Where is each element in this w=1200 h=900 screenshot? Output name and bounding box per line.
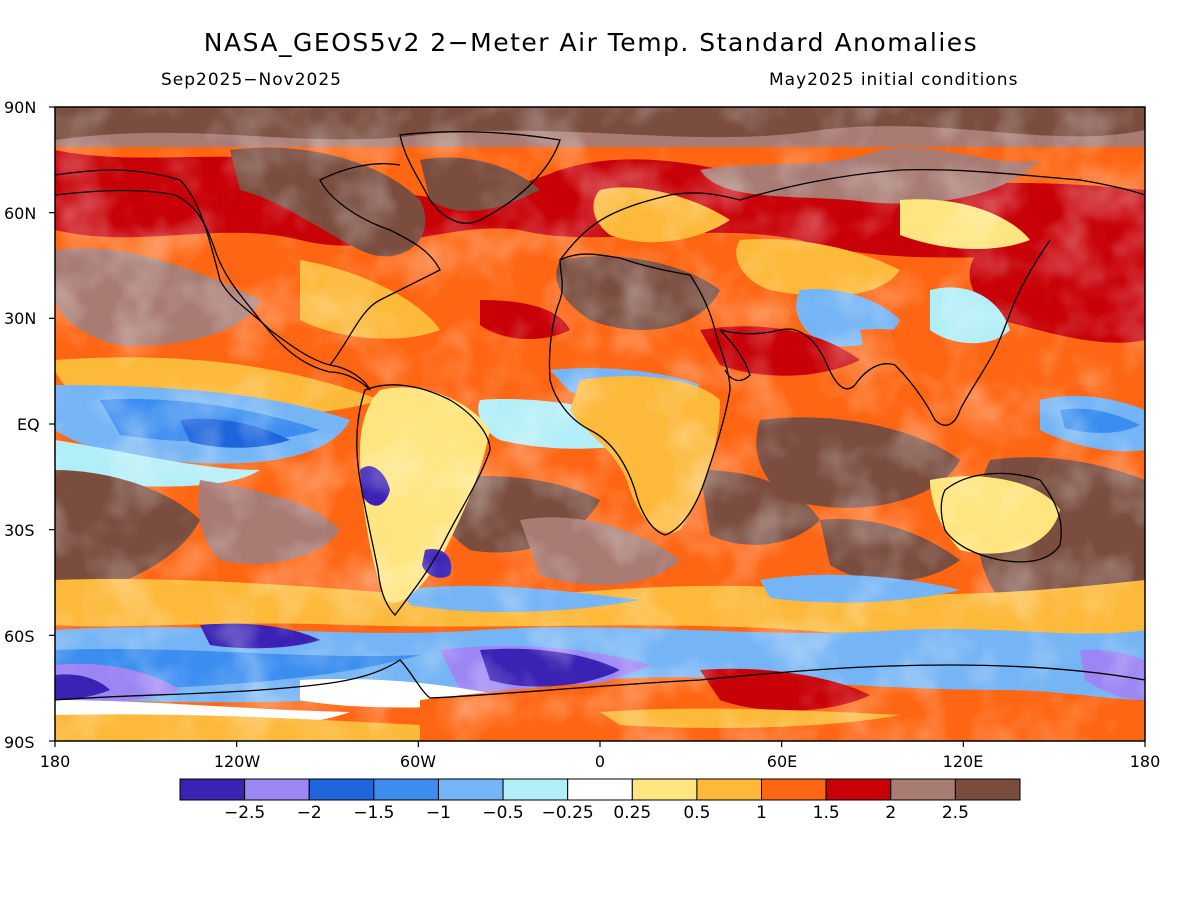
colorbar-swatch [825, 778, 892, 801]
colorbar-swatch [696, 778, 763, 801]
colorbar-swatch [308, 778, 375, 801]
axis-ticks [49, 106, 1146, 747]
colorbar-swatch [567, 778, 633, 801]
colorbar-label: 0.25 [613, 803, 651, 823]
colorbar-label: 1 [756, 803, 767, 823]
lon-label: 0 [595, 752, 605, 771]
colorbar-label: −2 [297, 803, 322, 823]
lat-label: 60S [4, 627, 35, 646]
colorbar-label: −1 [426, 803, 451, 823]
lon-label: 120E [943, 752, 984, 771]
colorbar-label: 1.5 [813, 803, 840, 823]
lat-label: 90N [4, 98, 36, 117]
anomaly-field [55, 107, 1145, 741]
lon-label: 180 [40, 752, 71, 771]
longitude-labels: 180 120W 60W 0 60E 120E 180 [40, 752, 1161, 771]
colorbar-label: 0.5 [683, 803, 710, 823]
coastlines [55, 131, 1145, 701]
colorbar-swatch [954, 778, 1021, 801]
lat-label: 90S [4, 733, 35, 752]
colorbar-label: −0.5 [482, 803, 523, 823]
colorbar-label: −2.5 [224, 803, 265, 823]
colorbar-swatch [437, 778, 504, 801]
colorbar-label: 2.5 [942, 803, 969, 823]
colorbar-swatch [761, 778, 827, 801]
colorbar-label: 2 [885, 803, 896, 823]
lat-label: 30N [4, 309, 36, 328]
colorbar-swatch [244, 778, 310, 801]
initial-conditions: May2025 initial conditions [769, 70, 1019, 90]
colorbar-swatch [179, 778, 246, 801]
colorbar-swatch [373, 778, 439, 801]
lon-label: 180 [1130, 752, 1161, 771]
forecast-period: Sep2025−Nov2025 [161, 70, 342, 90]
lon-label: 60W [400, 752, 436, 771]
lat-label: 60N [4, 204, 36, 223]
colorbar-swatch [502, 778, 569, 801]
colorbar-swatch [631, 778, 698, 801]
colorbar [179, 778, 1021, 801]
colorbar-labels: −2.5 −2 −1.5 −1 −0.5 −0.25 0.25 0.5 1 1.… [224, 803, 969, 823]
lon-label: 60E [767, 752, 797, 771]
lon-label: 120W [214, 752, 261, 771]
colorbar-label: −0.25 [542, 803, 594, 823]
lat-label: EQ [17, 415, 40, 434]
lat-label: 30S [4, 521, 35, 540]
colorbar-swatch [890, 778, 956, 801]
chart-title: NASA_GEOS5v2 2−Meter Air Temp. Standard … [203, 28, 979, 57]
colorbar-label: −1.5 [353, 803, 394, 823]
latitude-labels: 90N 60N 30N EQ 30S 60S 90S [4, 98, 40, 752]
